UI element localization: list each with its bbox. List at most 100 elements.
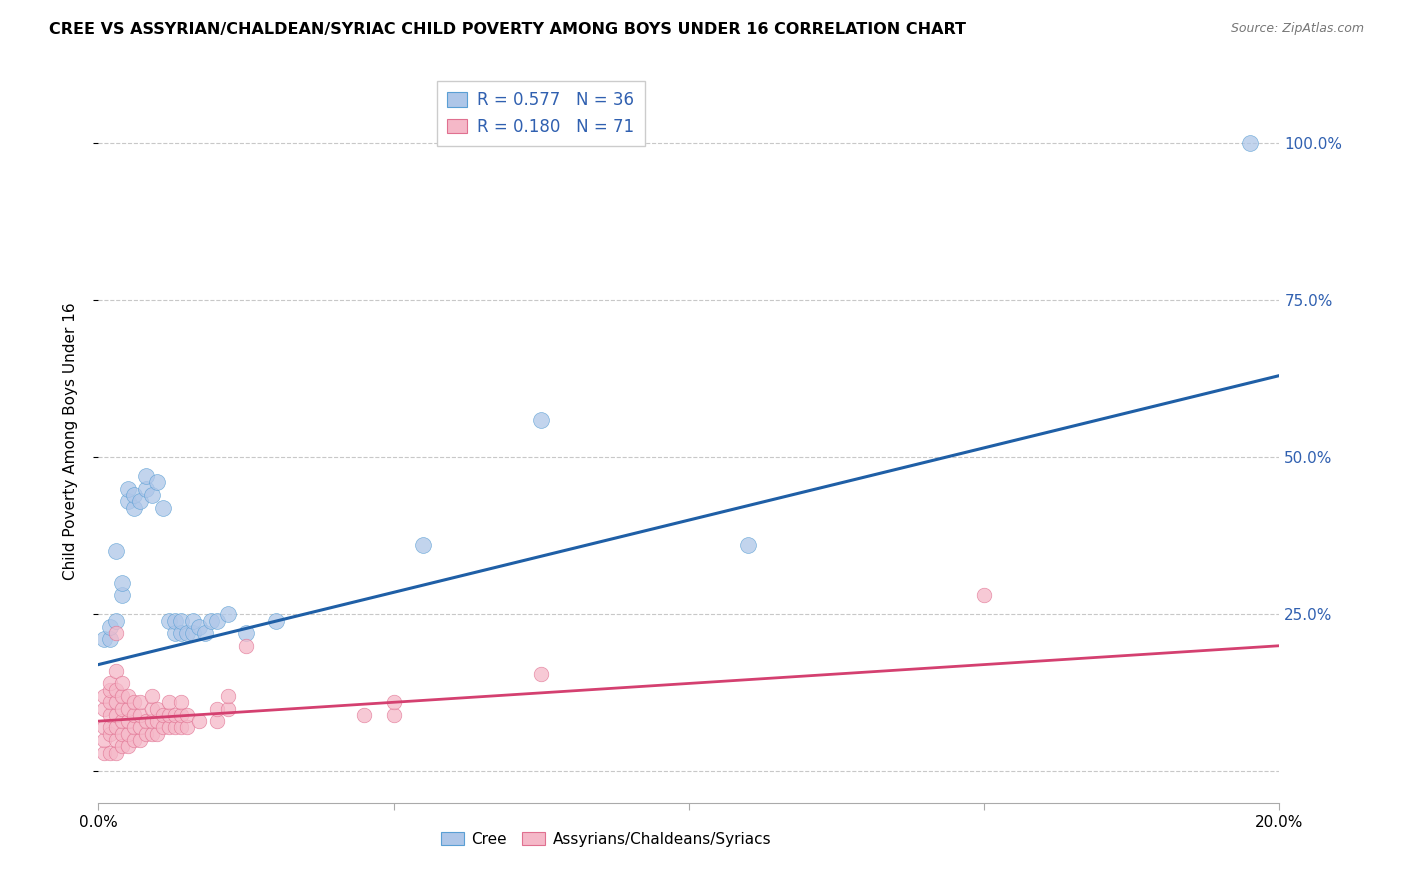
Point (176, 626, 198, 640)
Point (135, 714, 157, 728)
Point (93, 746, 115, 760)
Point (128, 695, 150, 709)
Point (165, 720, 187, 734)
Point (165, 614, 187, 628)
Point (170, 695, 193, 709)
Point (205, 714, 228, 728)
Point (382, 695, 405, 709)
Point (93, 632, 115, 647)
Point (1239, 136, 1261, 150)
Point (187, 620, 209, 634)
Point (141, 701, 163, 715)
Point (170, 707, 193, 722)
Point (157, 614, 180, 628)
Point (93, 720, 115, 734)
Point (141, 689, 163, 703)
Point (98, 727, 121, 741)
Point (181, 626, 204, 640)
Point (117, 482, 139, 496)
Point (141, 488, 163, 502)
Point (165, 707, 187, 722)
Point (128, 733, 150, 747)
Y-axis label: Child Poverty Among Boys Under 16: Child Poverty Among Boys Under 16 (63, 302, 77, 581)
Point (105, 664, 128, 678)
Point (157, 695, 180, 709)
Point (217, 701, 239, 715)
Point (117, 727, 139, 741)
Point (530, 667, 553, 681)
Point (141, 727, 163, 741)
Point (217, 607, 239, 622)
Point (152, 500, 174, 515)
Point (194, 626, 217, 640)
Point (105, 614, 128, 628)
Point (146, 714, 169, 728)
Point (205, 701, 228, 715)
Point (93, 733, 115, 747)
Point (530, 412, 553, 426)
Point (122, 695, 145, 709)
Point (122, 733, 145, 747)
Point (111, 689, 134, 703)
Point (412, 538, 434, 552)
Point (170, 614, 193, 628)
Point (146, 727, 169, 741)
Point (135, 469, 157, 483)
Point (111, 589, 134, 603)
Point (264, 614, 287, 628)
Point (135, 482, 157, 496)
Point (200, 614, 222, 628)
Point (122, 707, 145, 722)
Point (235, 626, 257, 640)
Point (105, 707, 128, 722)
Point (117, 701, 139, 715)
Point (737, 538, 759, 552)
Point (117, 689, 139, 703)
Point (128, 494, 150, 508)
Legend: Cree, Assyrians/Chaldeans/Syriacs: Cree, Assyrians/Chaldeans/Syriacs (434, 826, 778, 853)
Point (128, 707, 150, 722)
Point (98, 632, 121, 647)
Point (170, 626, 193, 640)
Point (98, 620, 121, 634)
Point (117, 739, 139, 754)
Point (105, 746, 128, 760)
Point (152, 707, 174, 722)
Point (111, 575, 134, 590)
Point (117, 714, 139, 728)
Point (146, 475, 169, 490)
Point (111, 701, 134, 715)
Point (217, 689, 239, 703)
Point (152, 720, 174, 734)
Point (117, 494, 139, 508)
Point (93, 701, 115, 715)
Point (170, 720, 193, 734)
Point (122, 500, 145, 515)
Point (187, 714, 209, 728)
Text: Source: ZipAtlas.com: Source: ZipAtlas.com (1230, 22, 1364, 36)
Point (122, 720, 145, 734)
Point (135, 727, 157, 741)
Point (105, 544, 128, 558)
Point (98, 707, 121, 722)
Point (98, 682, 121, 697)
Point (105, 720, 128, 734)
Point (205, 614, 228, 628)
Point (111, 714, 134, 728)
Point (165, 626, 187, 640)
Point (105, 626, 128, 640)
Point (382, 707, 405, 722)
Point (93, 689, 115, 703)
Text: CREE VS ASSYRIAN/CHALDEAN/SYRIAC CHILD POVERTY AMONG BOYS UNDER 16 CORRELATION C: CREE VS ASSYRIAN/CHALDEAN/SYRIAC CHILD P… (49, 22, 966, 37)
Point (176, 720, 198, 734)
Point (128, 720, 150, 734)
Point (181, 614, 204, 628)
Point (176, 707, 198, 722)
Point (105, 733, 128, 747)
Point (157, 720, 180, 734)
Point (98, 676, 121, 690)
Point (111, 739, 134, 754)
Point (98, 720, 121, 734)
Point (105, 695, 128, 709)
Point (141, 714, 163, 728)
